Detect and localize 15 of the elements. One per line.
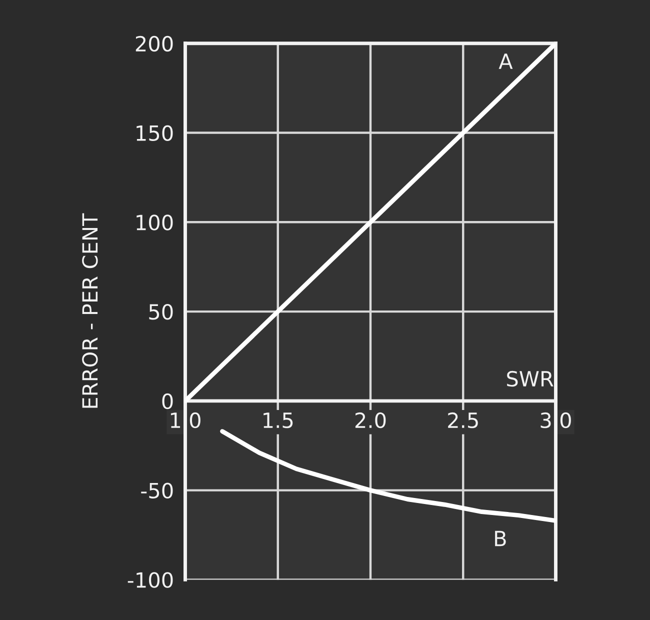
y-tick-label: 0 [162, 393, 173, 410]
x-tick-label: 1.5 [264, 412, 293, 428]
series-label: B [495, 530, 506, 546]
y-axis-title: ERROR - PER CENT [82, 213, 98, 408]
y-tick-label: 100 [136, 214, 173, 230]
x-axis-title: SWR [507, 370, 554, 387]
line-series [220, 429, 556, 523]
y-tick-label: 200 [136, 36, 173, 52]
y-tick-label: -50 [141, 482, 173, 499]
y-tick-label: 50 [149, 304, 173, 320]
y-tick-label: 150 [136, 125, 173, 141]
x-tick-label: 2.0 [355, 412, 386, 428]
y-tick-label: -100 [128, 572, 173, 588]
x-tick-label: 2.5 [448, 412, 478, 428]
series-label: A [498, 54, 513, 69]
